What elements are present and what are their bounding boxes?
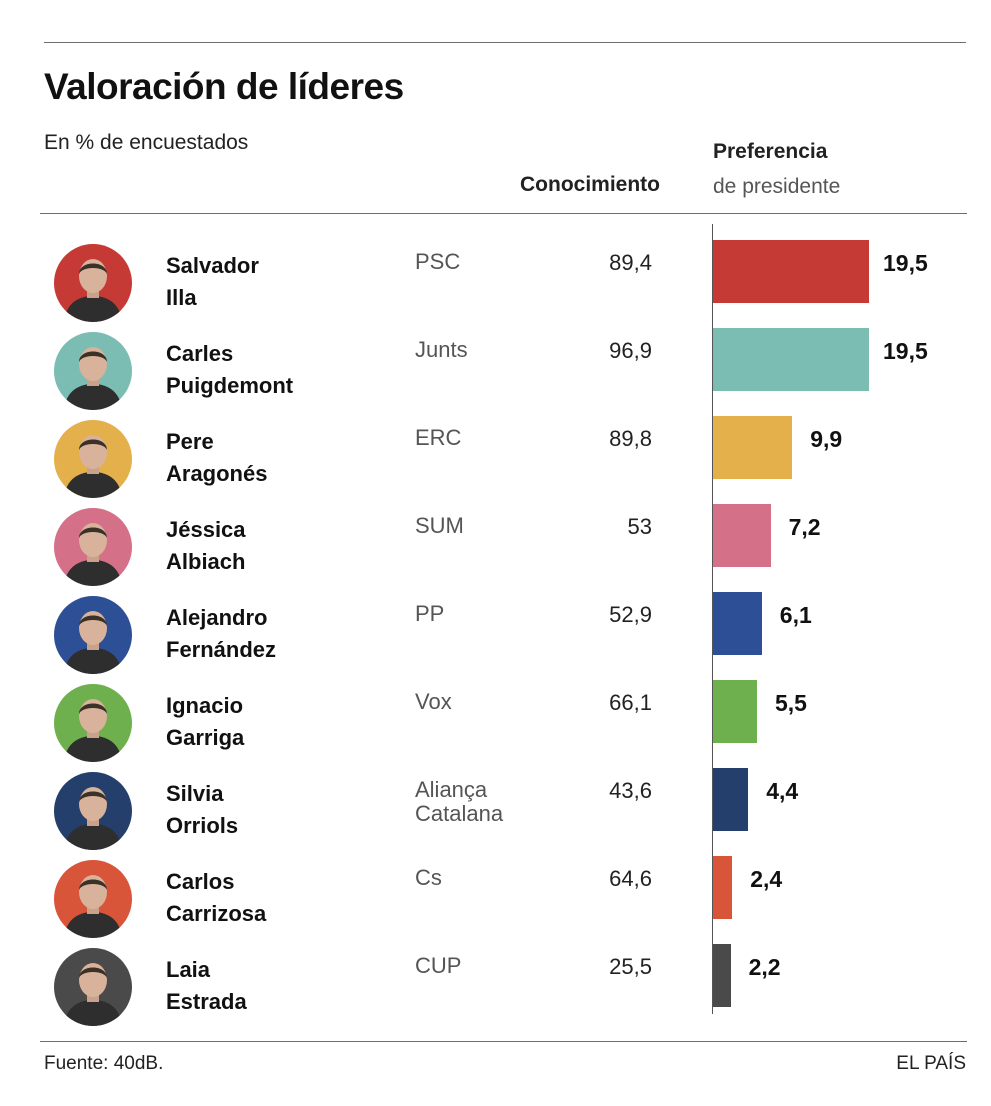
- leader-name: Alejandro Fernández: [166, 605, 277, 662]
- leader-avatar: [54, 596, 132, 674]
- person-silhouette-icon: [64, 259, 122, 322]
- preference-value: 5,5: [775, 690, 807, 716]
- leader-name: Salvador Illa: [166, 253, 259, 310]
- column-header-knowledge: Conocimiento: [520, 173, 660, 196]
- leader-name: Jéssica Albiach: [166, 517, 246, 574]
- knowledge-value: 96,9: [609, 338, 652, 363]
- knowledge-value: 64,6: [609, 866, 652, 891]
- leader-row: Alejandro Fernández PP 52,9 6,1: [0, 582, 991, 674]
- bar-axis: [712, 224, 713, 1014]
- preference-value: 19,5: [883, 250, 928, 276]
- knowledge-value: 43,6: [609, 778, 652, 803]
- chart-title: Valoración de líderes: [44, 66, 404, 107]
- preference-bar: [713, 416, 793, 479]
- preference-value: 6,1: [779, 602, 812, 628]
- person-silhouette-icon: [64, 523, 122, 586]
- person-silhouette-icon: [64, 435, 122, 498]
- header-rule: [40, 213, 967, 214]
- knowledge-value: 89,8: [609, 426, 652, 451]
- leader-party: Junts: [415, 337, 468, 362]
- leader-party: Cs: [415, 865, 442, 890]
- preference-value: 2,4: [750, 866, 783, 892]
- leader-party: Vox: [415, 689, 452, 714]
- leader-row: Laia Estrada CUP 25,5 2,2: [0, 934, 991, 1026]
- person-silhouette-icon: [64, 611, 122, 674]
- top-rule: [44, 42, 966, 43]
- leader-name: Carlos Carrizosa: [166, 869, 267, 926]
- leader-name: Pere Aragonés: [166, 429, 268, 486]
- person-silhouette-icon: [64, 875, 122, 938]
- leader-avatar: [54, 772, 132, 850]
- leader-party: CUP: [415, 953, 462, 978]
- preference-bar: [713, 240, 869, 303]
- preference-bar: [713, 856, 733, 919]
- leader-party: PSC: [415, 249, 461, 274]
- leader-party: PP: [415, 601, 445, 626]
- leader-row: Carles Puigdemont Junts 96,9 19,5: [0, 318, 991, 410]
- leader-row: Silvia Orriols Aliança Catalana 43,6 4,4: [0, 758, 991, 850]
- leader-row: Carlos Carrizosa Cs 64,6 2,4: [0, 846, 991, 938]
- brand-label: EL PAÍS: [896, 1053, 966, 1074]
- preference-bar: [713, 328, 869, 391]
- preference-bar: [713, 768, 749, 831]
- leader-avatar: [54, 684, 132, 762]
- preference-bar: [713, 680, 757, 743]
- leader-avatar: [54, 244, 132, 322]
- bottom-rule: [40, 1041, 967, 1042]
- leader-avatar: [54, 948, 132, 1026]
- leader-avatar: [54, 508, 132, 586]
- leader-row: Pere Aragonés ERC 89,8 9,9: [0, 406, 991, 498]
- leader-row: Ignacio Garriga Vox 66,1 5,5: [0, 670, 991, 762]
- knowledge-value: 53: [627, 514, 652, 539]
- leader-party: ERC: [415, 425, 462, 450]
- column-header-preference: Preferencia: [713, 140, 828, 163]
- preference-bar: [713, 592, 762, 655]
- column-header-preference-sub: de presidente: [713, 175, 841, 198]
- preference-value: 4,4: [766, 778, 799, 804]
- leader-name: Ignacio Garriga: [166, 693, 245, 750]
- leader-name: Laia Estrada: [166, 957, 247, 1014]
- preference-value: 7,2: [788, 514, 821, 540]
- knowledge-value: 25,5: [609, 954, 652, 979]
- person-silhouette-icon: [64, 787, 122, 850]
- leader-row: Salvador Illa PSC 89,4 19,5: [0, 230, 991, 322]
- leader-party: SUM: [415, 513, 464, 538]
- preference-bar: [713, 504, 771, 567]
- leader-avatar: [54, 420, 132, 498]
- leader-row: Jéssica Albiach SUM 53 7,2: [0, 494, 991, 586]
- knowledge-value: 89,4: [609, 250, 652, 275]
- person-silhouette-icon: [64, 347, 122, 410]
- person-silhouette-icon: [64, 963, 122, 1026]
- preference-value: 19,5: [883, 338, 928, 364]
- leader-name: Silvia Orriols: [166, 781, 239, 838]
- leader-name: Carles Puigdemont: [166, 341, 294, 398]
- knowledge-value: 52,9: [609, 602, 652, 627]
- knowledge-value: 66,1: [609, 690, 652, 715]
- leader-party: Aliança Catalana: [415, 777, 504, 826]
- source-note: Fuente: 40dB.: [44, 1053, 164, 1074]
- leader-avatar: [54, 332, 132, 410]
- preference-bar: [713, 944, 731, 1007]
- preference-value: 2,2: [748, 954, 781, 980]
- person-silhouette-icon: [64, 699, 122, 762]
- leader-avatar: [54, 860, 132, 938]
- preference-value: 9,9: [810, 426, 843, 452]
- chart-subtitle: En % de encuestados: [44, 131, 249, 154]
